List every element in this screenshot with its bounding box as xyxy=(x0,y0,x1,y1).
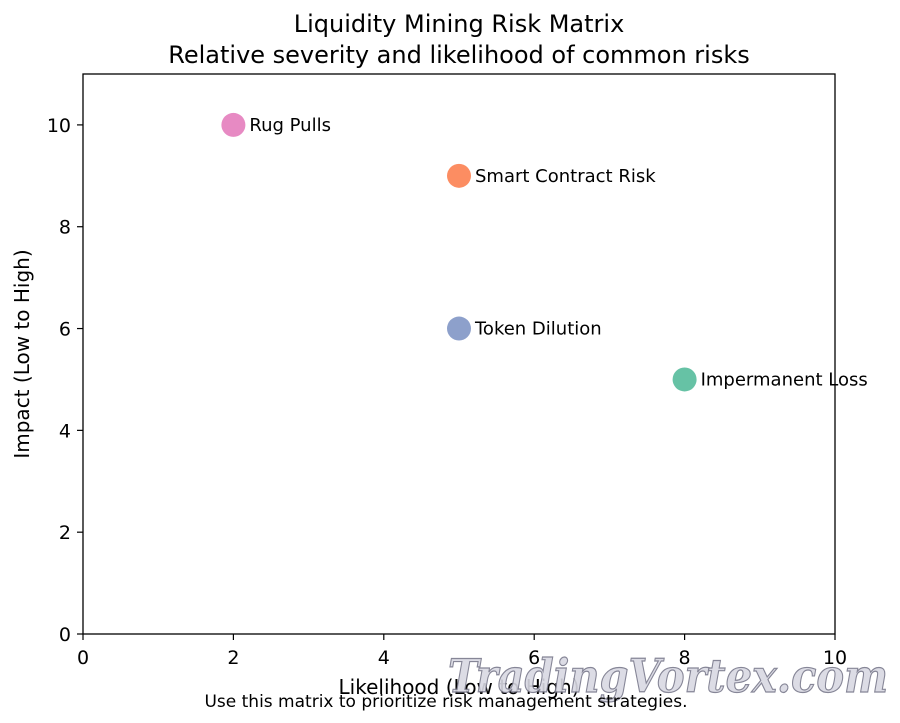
data-points: Impermanent Loss Smart Contract Risk Token… xyxy=(221,112,868,392)
y-tick-label: 8 xyxy=(59,217,71,239)
y-tick-label: 2 xyxy=(59,522,71,544)
data-point-label: Smart Contract Risk xyxy=(475,166,656,187)
data-point-label: Impermanent Loss xyxy=(701,369,868,390)
data-point xyxy=(447,316,471,341)
x-tick-label: 6 xyxy=(528,647,540,669)
x-tick-label: 4 xyxy=(378,647,390,669)
data-point xyxy=(672,367,697,392)
watermark-logo: TradingVortex.com xyxy=(448,649,888,703)
x-axis-label: Likelihood (Low to High) xyxy=(339,675,580,699)
y-axis-label: Impact (Low to High) xyxy=(10,249,34,458)
chart-title: Liquidity Mining Risk Matrix xyxy=(294,10,625,38)
data-point xyxy=(221,112,246,137)
data-point xyxy=(447,163,471,188)
data-point-label: Token Dilution xyxy=(474,319,602,340)
y-tick-label: 6 xyxy=(59,319,71,341)
x-tick-label: 8 xyxy=(679,647,691,669)
x-tick-label: 2 xyxy=(227,647,239,669)
chart-subtitle: Relative severity and likelihood of comm… xyxy=(168,41,750,69)
x-tick-label: 10 xyxy=(823,647,847,669)
chart-caption: Use this matrix to prioritize risk manag… xyxy=(204,692,687,712)
plot-area-frame xyxy=(82,73,836,635)
x-tick-label: 0 xyxy=(77,647,89,669)
data-point-label: Rug Pulls xyxy=(249,115,331,136)
y-tick-label: 4 xyxy=(59,420,71,442)
y-tick-label: 0 xyxy=(59,624,71,646)
axis-ticks: 0 2 4 6 8 10 0 2 4 6 8 10 xyxy=(47,115,847,669)
y-tick-label: 10 xyxy=(47,115,71,137)
